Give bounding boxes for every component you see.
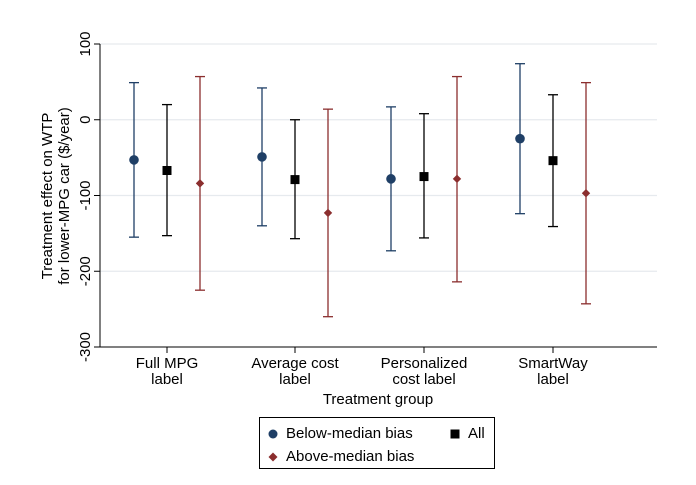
x-tick-label: SmartWay <box>518 355 588 372</box>
legend-item-below-median: Below-median bias <box>268 425 413 443</box>
y-ticks: 100 0 -100 -200 -300 <box>77 31 100 362</box>
series-all <box>162 94 558 240</box>
point-marker <box>323 208 333 218</box>
series <box>129 63 591 318</box>
point-marker <box>419 172 429 182</box>
point-marker <box>290 175 300 185</box>
point-marker <box>452 174 462 184</box>
point-marker <box>548 156 558 166</box>
x-axis-title: Treatment group <box>323 391 433 408</box>
legend-item-all: All <box>450 425 485 443</box>
y-tick-label: 0 <box>77 116 94 124</box>
series-above-median-bias <box>195 75 591 318</box>
point-marker <box>129 155 139 165</box>
legend-label: All <box>468 425 485 442</box>
point-marker <box>515 133 525 144</box>
y-tick-label: -100 <box>77 180 94 210</box>
x-tick-label: Average cost <box>251 355 339 372</box>
x-tick-label: Personalized <box>381 355 468 372</box>
x-tick-label: label <box>151 371 183 388</box>
x-tick-label: cost label <box>392 371 455 388</box>
y-axis-title-line-1: Treatment effect on WTP <box>39 113 56 280</box>
x-tick-label: Full MPG <box>136 355 199 372</box>
x-tick-label: label <box>537 371 569 388</box>
point-marker <box>581 189 591 198</box>
y-tick-label: 100 <box>77 31 94 56</box>
gridlines <box>100 43 657 272</box>
legend-item-above-median: Above-median bias <box>268 448 414 466</box>
y-tick-label: -300 <box>77 332 94 362</box>
series-below-median-bias <box>129 63 525 252</box>
y-tick-label: -200 <box>77 256 94 286</box>
legend-label: Above-median bias <box>286 448 415 465</box>
circle-marker-icon <box>268 429 278 439</box>
point-marker <box>162 166 172 176</box>
point-marker <box>386 174 396 184</box>
square-marker-icon <box>450 429 460 439</box>
legend-label: Below-median bias <box>286 425 413 442</box>
point-marker <box>257 152 267 162</box>
point-marker <box>195 179 205 188</box>
diamond-marker-icon <box>268 452 278 462</box>
x-tick-label: label <box>279 371 311 388</box>
legend: Below-median bias All Above-median bias <box>259 417 495 469</box>
y-axis-title-line-2: for lower-MPG car ($/year) <box>56 107 73 285</box>
